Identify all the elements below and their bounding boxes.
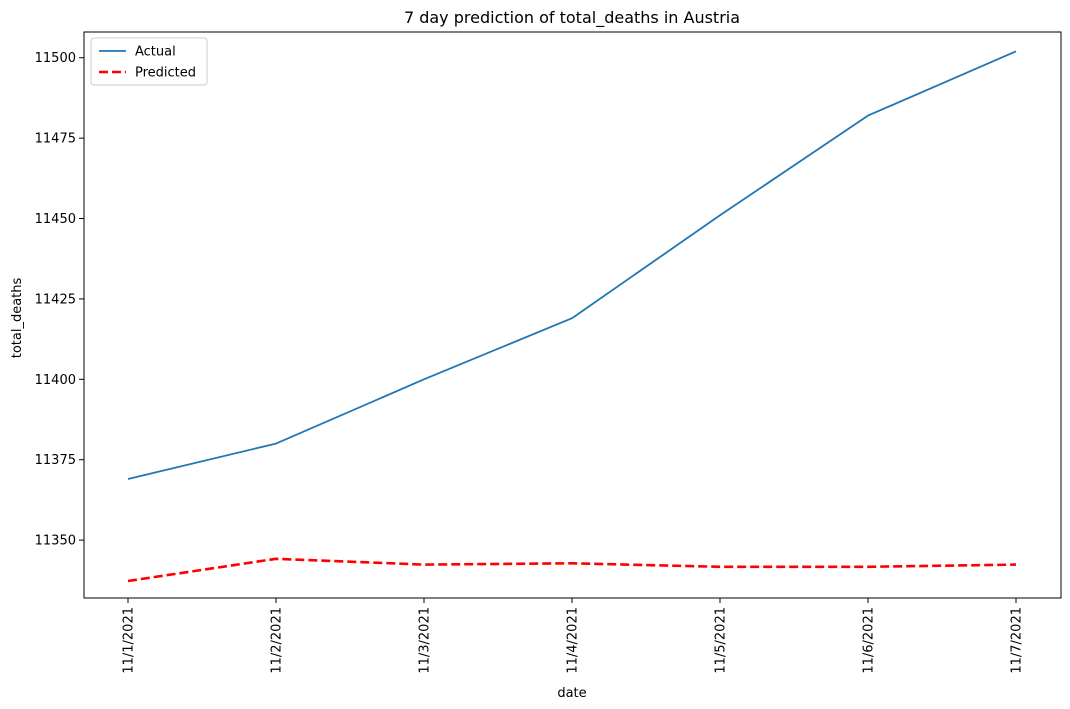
x-tick-label: 11/4/2021 [566,607,581,674]
series-layer [127,50,1017,583]
x-axis: 11/1/2021 11/2/2021 11/3/2021 11/4/2021 11/5… [122,598,1025,674]
y-axis: 11350 11375 11400 11425 11450 11475 11500 [35,51,84,549]
x-tick-label: 11/2/2021 [270,607,285,674]
x-tick-label: 11/7/2021 [1010,607,1025,674]
x-tick-label: 11/6/2021 [862,607,877,674]
x-tick-label: 11/5/2021 [714,607,729,674]
y-tick-label: 11375 [35,453,76,468]
y-tick-label: 11450 [35,212,76,227]
y-tick-label: 11475 [35,132,76,147]
y-tick-label: 11425 [35,292,76,307]
legend-label: Predicted [135,66,196,81]
series-line-actual [127,50,1017,480]
y-axis-label: total_deaths [10,278,25,359]
x-tick-label: 11/3/2021 [418,607,433,674]
legend: Actual Predicted [90,37,208,86]
x-axis-label: date [557,686,586,701]
y-tick-label: 11400 [35,373,76,388]
x-tick-label: 11/1/2021 [122,607,137,674]
legend-label: Actual [135,45,176,60]
y-tick-label: 11500 [35,51,76,66]
y-tick-label: 11350 [35,534,76,549]
chart-title: 7 day prediction of total_deaths in Aust… [404,8,740,28]
